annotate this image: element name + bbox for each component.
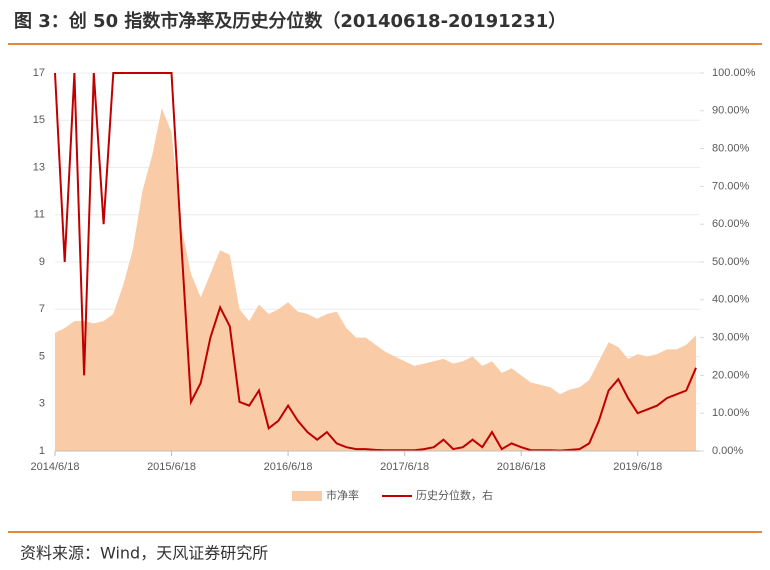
source: 资料来源：Wind，天风证券研究所 [20, 544, 268, 563]
line-series [54, 72, 697, 452]
x-tick-label: 2014/6/18 [31, 461, 80, 473]
y-tick-label: 1 [39, 445, 45, 457]
y2-tick-label: 90.00% [712, 105, 750, 117]
legend-swatch [292, 491, 322, 501]
legend-label: 历史分位数，右 [416, 488, 493, 502]
y-tick-label: 5 [39, 350, 45, 362]
y-tick-label: 17 [33, 67, 45, 79]
y2-tick-label: 50.00% [712, 256, 750, 268]
area-series [55, 108, 696, 452]
legend-label: 市净率 [326, 488, 359, 502]
x-tick-label: 2019/6/18 [613, 461, 662, 473]
chart-title: 图 3：创 50 指数市净率及历史分位数（20140618-20191231） [14, 10, 566, 32]
y2-tick-label: 0.00% [712, 445, 743, 457]
y2-tick-label: 60.00% [712, 218, 750, 230]
y-tick-label: 7 [39, 303, 45, 315]
x-tick-label: 2018/6/18 [497, 461, 546, 473]
y-tick-label: 3 [39, 398, 45, 410]
y-tick-label: 9 [39, 256, 45, 268]
y-tick-label: 13 [33, 161, 45, 173]
x-tick-label: 2016/6/18 [264, 461, 313, 473]
y2-tick-label: 10.00% [712, 407, 750, 419]
y2-tick-label: 80.00% [712, 143, 750, 155]
y2-tick-label: 100.00% [712, 67, 756, 79]
y2-tick-label: 20.00% [712, 369, 750, 381]
y2-tick-label: 30.00% [712, 332, 750, 344]
x-tick-label: 2017/6/18 [380, 461, 429, 473]
y-tick-label: 11 [34, 209, 45, 221]
y2-tick-label: 40.00% [712, 294, 750, 306]
y-tick-label: 15 [33, 114, 45, 126]
y2-tick-label: 70.00% [712, 180, 750, 192]
x-tick-label: 2015/6/18 [147, 461, 196, 473]
